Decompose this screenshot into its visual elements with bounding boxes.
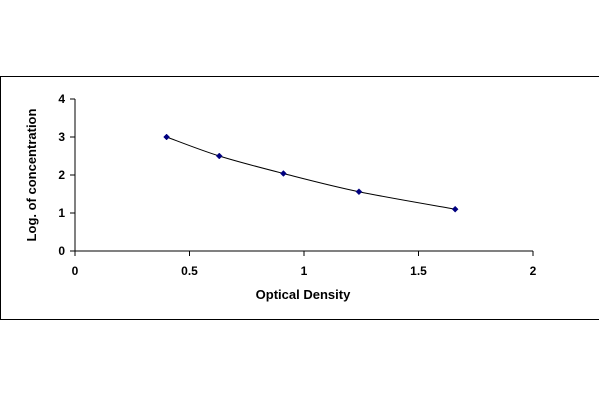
x-tick-label: 0.5 — [181, 264, 198, 278]
data-points — [163, 133, 459, 213]
data-point — [451, 205, 459, 213]
tick-labels: 0 1 2 3 4 0 0.5 1 1.5 2 — [58, 92, 536, 278]
x-tick-label: 2 — [530, 264, 537, 278]
y-tick-label: 3 — [58, 130, 65, 144]
chart-frame: 0 1 2 3 4 0 0.5 1 1.5 2 Optical Density Log. of c… — [0, 76, 599, 320]
data-point — [355, 188, 363, 196]
data-point — [163, 133, 170, 141]
data-point — [215, 152, 223, 160]
data-point — [280, 170, 287, 177]
y-tick-label: 4 — [58, 92, 65, 106]
y-tick-label: 1 — [58, 206, 65, 220]
trend-line — [166, 136, 456, 210]
axes — [70, 98, 534, 256]
x-tick-label: 1 — [301, 264, 308, 278]
y-tick-label: 2 — [58, 168, 65, 182]
x-axis-label: Optical Density — [256, 287, 351, 302]
x-tick-label: 1.5 — [410, 264, 427, 278]
y-tick-label: 0 — [58, 244, 65, 258]
y-axis-label: Log. of concentration — [24, 109, 39, 242]
x-tick-label: 0 — [72, 264, 79, 278]
standard-curve-chart: 0 1 2 3 4 0 0.5 1 1.5 2 Optical Density Log. of c… — [24, 92, 537, 302]
